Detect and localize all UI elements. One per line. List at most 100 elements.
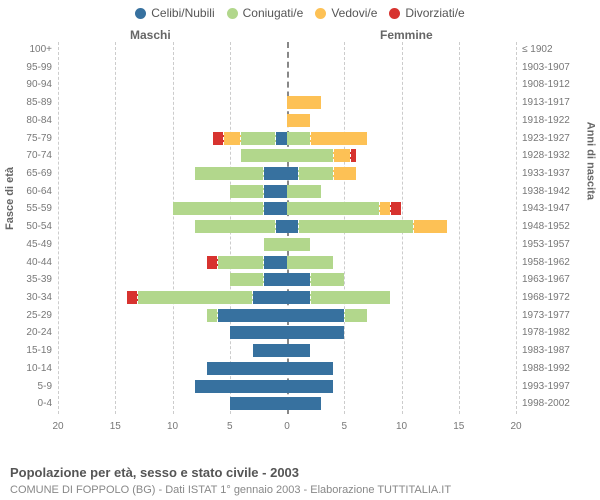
bar-female <box>287 167 298 180</box>
legend-label: Celibi/Nubili <box>151 6 214 20</box>
bar-male <box>173 202 265 215</box>
bar-female <box>287 220 298 233</box>
birth-label: 1943-1947 <box>522 201 570 216</box>
bar-male <box>230 273 264 286</box>
x-tick-label: 10 <box>167 421 178 432</box>
age-row: 85-891913-1917 <box>58 95 516 113</box>
legend: Celibi/NubiliConiugati/eVedovi/eDivorzia… <box>0 6 600 22</box>
bar-female <box>287 362 333 375</box>
bar-separator <box>252 291 253 304</box>
plot-area: 201510505101520100+≤ 190295-991903-19079… <box>58 42 516 432</box>
birth-label: 1963-1967 <box>522 272 570 287</box>
bar-separator <box>263 167 264 180</box>
bar-male <box>264 273 287 286</box>
bar-female <box>287 132 310 145</box>
age-label: 35-39 <box>26 272 52 287</box>
age-label: 10-14 <box>26 361 52 376</box>
bar-separator <box>333 167 334 180</box>
legend-dot <box>135 8 146 19</box>
bar-separator <box>344 309 345 322</box>
bar-separator <box>223 132 224 145</box>
bar-male <box>224 132 241 145</box>
birth-label: 1953-1957 <box>522 237 570 252</box>
birth-label: 1998-2002 <box>522 396 570 411</box>
bar-male <box>253 344 287 357</box>
age-label: 30-34 <box>26 290 52 305</box>
bar-female <box>287 380 333 393</box>
bar-female <box>287 185 321 198</box>
bar-male <box>195 380 287 393</box>
axis-title-left: Fasce di età <box>4 167 16 230</box>
bar-male <box>253 291 287 304</box>
chart-subtitle: COMUNE DI FOPPOLO (BG) - Dati ISTAT 1° g… <box>10 484 451 496</box>
bar-female <box>379 202 390 215</box>
x-tick-label: 10 <box>396 421 407 432</box>
bar-male <box>276 220 287 233</box>
age-label: 60-64 <box>26 184 52 199</box>
bar-separator <box>379 202 380 215</box>
age-row: 80-841918-1922 <box>58 113 516 131</box>
bar-male <box>218 309 287 322</box>
age-row: 75-791923-1927 <box>58 131 516 149</box>
bar-female <box>413 220 447 233</box>
bar-separator <box>263 256 264 269</box>
bar-female <box>287 273 310 286</box>
age-row: 50-541948-1952 <box>58 219 516 237</box>
bar-female <box>287 344 310 357</box>
bar-separator <box>263 273 264 286</box>
bar-female <box>287 114 310 127</box>
x-tick-label: 20 <box>52 421 63 432</box>
bar-male <box>230 185 264 198</box>
age-label: 40-44 <box>26 255 52 270</box>
bar-separator <box>275 220 276 233</box>
bar-female <box>287 149 333 162</box>
bar-female <box>310 132 367 145</box>
bar-separator <box>310 273 311 286</box>
bar-separator <box>310 132 311 145</box>
bar-male <box>241 132 275 145</box>
bar-male <box>241 149 287 162</box>
age-label: 50-54 <box>26 219 52 234</box>
bar-separator <box>263 185 264 198</box>
bar-male <box>230 326 287 339</box>
age-label: 95-99 <box>26 60 52 75</box>
age-row: 55-591943-1947 <box>58 201 516 219</box>
bar-female <box>287 96 321 109</box>
birth-label: 1933-1937 <box>522 166 570 181</box>
bar-separator <box>390 202 391 215</box>
age-row: 45-491953-1957 <box>58 237 516 255</box>
birth-label: 1923-1927 <box>522 131 570 146</box>
age-row: 60-641938-1942 <box>58 184 516 202</box>
bar-separator <box>350 149 351 162</box>
age-row: 65-691933-1937 <box>58 166 516 184</box>
age-label: 100+ <box>29 42 52 57</box>
birth-label: 1903-1907 <box>522 60 570 75</box>
bar-separator <box>413 220 414 233</box>
bar-separator <box>310 291 311 304</box>
age-row: 10-141988-1992 <box>58 361 516 379</box>
bar-female <box>287 238 310 251</box>
legend-item: Celibi/Nubili <box>135 6 214 20</box>
bar-female <box>310 273 344 286</box>
birth-label: 1993-1997 <box>522 379 570 394</box>
legend-item: Divorziati/e <box>389 6 464 20</box>
bar-female <box>333 167 356 180</box>
grid-line <box>516 42 517 414</box>
bar-female <box>390 202 401 215</box>
age-label: 0-4 <box>38 396 52 411</box>
bar-separator <box>217 256 218 269</box>
age-row: 100+≤ 1902 <box>58 42 516 60</box>
bar-male <box>264 202 287 215</box>
x-tick-label: 20 <box>510 421 521 432</box>
age-label: 45-49 <box>26 237 52 252</box>
birth-label: 1948-1952 <box>522 219 570 234</box>
bar-male <box>264 256 287 269</box>
legend-dot <box>389 8 400 19</box>
age-label: 75-79 <box>26 131 52 146</box>
legend-label: Vedovi/e <box>331 6 377 20</box>
age-row: 40-441958-1962 <box>58 255 516 273</box>
age-label: 15-19 <box>26 343 52 358</box>
birth-label: 1913-1917 <box>522 95 570 110</box>
legend-dot <box>227 8 238 19</box>
age-label: 5-9 <box>38 379 52 394</box>
